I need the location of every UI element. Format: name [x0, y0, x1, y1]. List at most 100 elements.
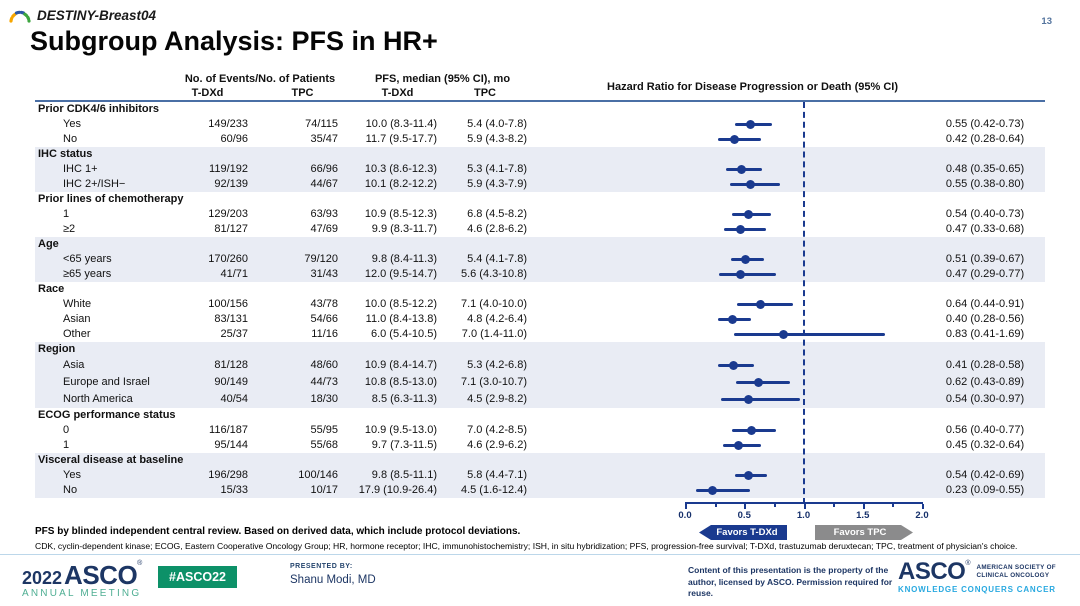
cell-events-tdxd: 170/260	[208, 253, 248, 265]
forest-ci-line	[719, 273, 777, 276]
forest-cell	[530, 162, 925, 177]
cell-pfs-tpc: 5.8 (4.4-7.1)	[467, 469, 527, 481]
group-label: Prior lines of chemotherapy	[38, 193, 184, 205]
table-group: Region Asia 81/128 48/60 10.9 (8.4-14.7) 5.3 …	[35, 342, 1045, 408]
forest-ci-line	[718, 138, 761, 141]
table-row: 0 116/187 55/95 10.9 (9.5-13.0) 7.0 (4.2-8.5…	[35, 423, 1045, 438]
table-header: No. of Events/No. of Patients T-DXd TPC …	[35, 72, 1045, 102]
subgroup-label: 0	[63, 424, 70, 436]
cell-events-tpc: 10/17	[310, 484, 338, 496]
cell-hr-ci: 0.42 (0.28-0.64)	[945, 133, 1025, 145]
cell-events-tpc: 44/73	[310, 376, 338, 388]
asco-2022-meeting-logo: 2022 ASCO ® ANNUAL MEETING	[22, 560, 142, 599]
table-row: No 60/96 35/47 11.7 (9.5-17.7) 5.9 (4.3-8.2)…	[35, 132, 1045, 147]
cell-events-tdxd: 95/144	[214, 439, 248, 451]
study-name: DESTINY-Breast04	[37, 7, 157, 23]
forest-point	[730, 135, 740, 144]
group-header-row: ECOG performance status	[35, 408, 1045, 423]
subgroup-label: Asia	[63, 359, 85, 371]
subgroup-label: 1	[63, 439, 70, 451]
hashtag-badge: #ASCO22	[158, 566, 237, 588]
cell-pfs-tdxd: 10.8 (8.5-13.0)	[364, 376, 437, 388]
meeting-year: 2022	[22, 568, 63, 588]
cell-pfs-tpc: 5.3 (4.2-6.8)	[467, 359, 527, 371]
table-row: Europe and Israel 90/149 44/73 10.8 (8.5-13…	[35, 374, 1045, 391]
favors-tdxd-arrow: Favors T-DXd	[699, 525, 787, 540]
cell-hr-ci: 0.83 (0.41-1.69)	[945, 328, 1025, 340]
forest-ci-line	[735, 381, 791, 384]
hr-reference-line	[803, 102, 805, 504]
cell-events-tdxd: 149/233	[208, 118, 248, 130]
subgroup-label: 1	[63, 208, 70, 220]
cell-events-tpc: 66/96	[310, 163, 338, 175]
forest-cell	[530, 423, 925, 438]
subgroup-label: No	[63, 133, 78, 145]
asco-tagline-line1: AMERICAN SOCIETY OF	[976, 564, 1056, 571]
asco-2022-wordmark: 2022 ASCO ®	[22, 560, 142, 591]
group-label: Visceral disease at baseline	[38, 454, 184, 466]
cell-pfs-tdxd: 10.1 (8.2-12.2)	[364, 178, 437, 190]
forest-point	[778, 330, 788, 339]
cell-events-tdxd: 90/149	[214, 376, 248, 388]
forest-point	[753, 378, 763, 387]
meeting-name: ANNUAL MEETING	[22, 588, 142, 599]
forest-point	[744, 210, 754, 219]
group-label: Region	[38, 343, 76, 355]
axis-minor-tick	[714, 504, 717, 507]
asco-wordmark: ASCO	[898, 558, 966, 585]
group-label: Age	[38, 238, 59, 250]
axis-tick-label: 1.5	[856, 510, 870, 521]
cell-hr-ci: 0.48 (0.35-0.65)	[945, 163, 1025, 175]
axis-tick-label: 1.0	[796, 510, 811, 521]
destiny-breast04-logo-icon	[9, 10, 31, 23]
forest-cell	[530, 357, 925, 374]
cell-events-tdxd: 40/54	[220, 393, 248, 405]
cell-events-tdxd: 81/127	[214, 223, 248, 235]
table-row: ≥65 years 41/71 31/43 12.0 (9.5-14.7) 5.6 (4…	[35, 267, 1045, 282]
cell-pfs-tdxd: 9.9 (8.3-11.7)	[371, 223, 437, 235]
col-header-events: No. of Events/No. of Patients	[184, 73, 336, 85]
axis-tick-label: 2.0	[915, 510, 929, 521]
table-group: Race White 100/156 43/78 10.0 (8.5-12.2) 7.1 …	[35, 282, 1045, 342]
table-group: Age <65 years 170/260 79/120 9.8 (8.4-11.3) 5…	[35, 237, 1045, 282]
cell-pfs-tpc: 4.6 (2.8-6.2)	[467, 223, 527, 235]
cell-pfs-tpc: 5.4 (4.0-7.8)	[467, 118, 527, 130]
cell-events-tdxd: 100/156	[208, 298, 248, 310]
cell-hr-ci: 0.64 (0.44-0.91)	[945, 298, 1025, 310]
cell-pfs-tpc: 4.5 (2.9-8.2)	[467, 393, 527, 405]
group-header-row: Prior lines of chemotherapy	[35, 192, 1045, 207]
cell-pfs-tdxd: 17.9 (10.9-26.4)	[358, 484, 437, 496]
subgroup-label: Yes	[63, 118, 81, 130]
footnote-primary: PFS by blinded independent central revie…	[35, 526, 521, 537]
forest-cell	[530, 438, 925, 453]
forest-point	[746, 426, 756, 435]
asco-motto: KNOWLEDGE CONQUERS CANCER	[898, 585, 1056, 594]
cell-hr-ci: 0.45 (0.32-0.64)	[945, 439, 1025, 451]
axis-tick	[744, 504, 747, 509]
cell-events-tpc: 11/16	[311, 328, 338, 340]
forest-ci-line	[720, 398, 800, 401]
cell-pfs-tpc: 5.6 (4.3-10.8)	[460, 268, 527, 280]
subgroup-label: IHC 1+	[63, 163, 98, 175]
cell-hr-ci: 0.23 (0.09-0.55)	[945, 484, 1025, 496]
footnote-abbreviations: CDK, cyclin-dependent kinase; ECOG, East…	[35, 541, 1018, 551]
col-header-events-tdxd: T-DXd	[191, 87, 224, 99]
cell-pfs-tdxd: 8.5 (6.3-11.3)	[371, 393, 437, 405]
table-row: Asian 83/131 54/66 11.0 (8.4-13.8) 4.8 (4.2-…	[35, 312, 1045, 327]
cell-pfs-tdxd: 11.7 (9.5-17.7)	[365, 133, 437, 145]
cell-events-tdxd: 41/71	[220, 268, 248, 280]
cell-events-tpc: 79/120	[304, 253, 338, 265]
table-row: IHC 1+ 119/192 66/96 10.3 (8.6-12.3) 5.3 (4.…	[35, 162, 1045, 177]
registered-mark: ®	[137, 560, 143, 567]
cell-events-tpc: 54/66	[310, 313, 338, 325]
cell-pfs-tpc: 5.4 (4.1-7.8)	[467, 253, 527, 265]
group-header-row: Age	[35, 237, 1045, 252]
cell-events-tpc: 100/146	[298, 469, 338, 481]
forest-point	[744, 395, 754, 404]
cell-events-tdxd: 116/187	[209, 424, 248, 436]
asco-wordmark-row: ASCO ® AMERICAN SOCIETY OF CLINICAL ONCO…	[898, 560, 1056, 584]
axis-tick	[922, 504, 924, 509]
asco-tagline-line2: CLINICAL ONCOLOGY	[976, 571, 1050, 579]
cell-pfs-tdxd: 12.0 (9.5-14.7)	[364, 268, 437, 280]
asco-org-logo: ASCO ® AMERICAN SOCIETY OF CLINICAL ONCO…	[898, 560, 1056, 595]
